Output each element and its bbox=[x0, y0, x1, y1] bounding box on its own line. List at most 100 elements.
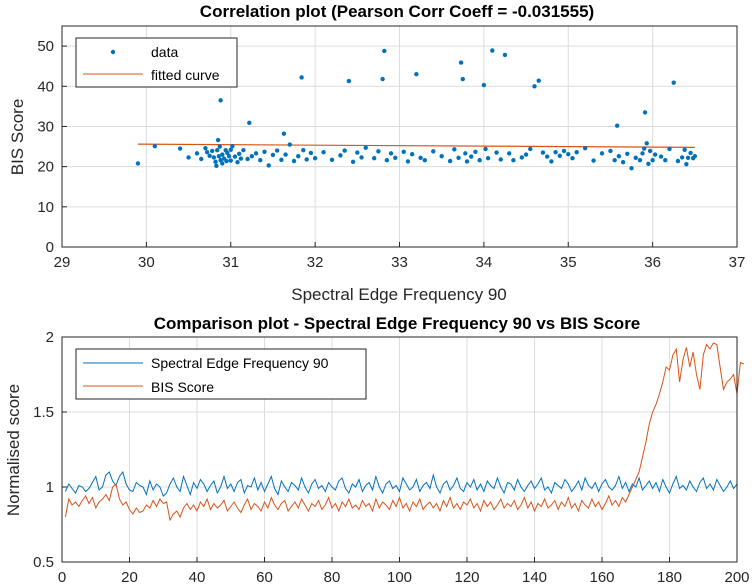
data-point bbox=[528, 146, 533, 152]
data-point bbox=[685, 155, 691, 160]
x-tick-label: 80 bbox=[324, 569, 341, 586]
y-tick-label: 2 bbox=[46, 329, 54, 346]
data-point bbox=[279, 157, 284, 163]
data-point bbox=[625, 151, 630, 156]
chart-title: Comparison plot - Spectral Edge Frequenc… bbox=[154, 314, 641, 333]
data-point bbox=[321, 149, 326, 155]
data-point bbox=[253, 151, 259, 156]
data-point bbox=[644, 141, 649, 146]
y-axis-label: BIS Score bbox=[8, 99, 27, 176]
data-point bbox=[557, 153, 563, 158]
data-point bbox=[350, 159, 356, 165]
x-tick-label: 34 bbox=[476, 254, 493, 271]
data-point bbox=[684, 162, 689, 167]
data-point bbox=[553, 149, 558, 155]
data-point bbox=[418, 155, 423, 160]
data-point bbox=[226, 153, 232, 159]
data-point bbox=[633, 155, 638, 160]
data-point bbox=[281, 131, 287, 136]
data-point bbox=[447, 158, 453, 164]
data-point bbox=[431, 149, 436, 154]
x-tick-label: 200 bbox=[724, 569, 749, 586]
x-tick-label: 36 bbox=[644, 254, 661, 271]
data-point bbox=[308, 150, 314, 156]
data-point bbox=[582, 145, 588, 151]
data-point bbox=[692, 153, 698, 159]
data-point bbox=[422, 158, 428, 163]
data-point bbox=[359, 155, 364, 160]
data-point bbox=[236, 151, 242, 156]
data-point bbox=[304, 157, 309, 162]
data-point bbox=[363, 145, 368, 150]
data-point bbox=[650, 158, 655, 163]
data-point bbox=[376, 149, 381, 154]
data-point bbox=[409, 151, 415, 157]
data-point bbox=[211, 155, 217, 160]
line-series bbox=[64, 342, 745, 522]
data-point bbox=[494, 150, 499, 155]
data-point bbox=[218, 98, 223, 103]
data-point bbox=[204, 149, 210, 155]
legend-label-bis-score: BIS Score bbox=[151, 379, 214, 395]
data-point bbox=[612, 158, 617, 163]
data-point bbox=[608, 148, 613, 154]
data-point bbox=[209, 148, 215, 154]
data-point bbox=[463, 151, 468, 156]
data-point bbox=[439, 153, 444, 159]
x-tick-label: 60 bbox=[256, 569, 273, 586]
y-tick-label: 50 bbox=[37, 38, 54, 55]
legend: Spectral Edge Frequency 90 BIS Score bbox=[75, 348, 367, 400]
data-point bbox=[574, 149, 579, 155]
data-point bbox=[388, 151, 394, 156]
data-point bbox=[570, 155, 575, 161]
data-point bbox=[232, 154, 238, 159]
x-tick-label: 40 bbox=[189, 569, 206, 586]
y-tick-label: 1.5 bbox=[33, 404, 54, 421]
x-tick-labels: 29 30 31 32 33 34 35 36 37 bbox=[54, 254, 746, 271]
data-point bbox=[637, 158, 643, 163]
data-point bbox=[460, 76, 465, 82]
data-point bbox=[215, 147, 220, 153]
data-point bbox=[511, 158, 516, 163]
data-point bbox=[245, 156, 250, 162]
data-point bbox=[224, 158, 229, 164]
legend-box bbox=[75, 348, 367, 400]
data-point bbox=[203, 145, 208, 151]
data-point bbox=[519, 155, 525, 160]
data-point bbox=[599, 151, 605, 156]
y-tick-label: 10 bbox=[37, 199, 54, 216]
data-point bbox=[485, 155, 491, 161]
data-point bbox=[194, 151, 200, 156]
data-point bbox=[270, 152, 276, 158]
data-point bbox=[382, 48, 387, 54]
data-point bbox=[247, 120, 252, 126]
x-tick-label: 180 bbox=[657, 569, 682, 586]
data-point bbox=[682, 147, 687, 152]
x-tick-label: 33 bbox=[391, 254, 408, 271]
axes-box bbox=[61, 336, 738, 563]
legend-label-sef90: Spectral Edge Frequency 90 bbox=[151, 355, 329, 371]
data-point bbox=[301, 147, 306, 153]
data-point bbox=[262, 149, 267, 154]
data-point bbox=[483, 146, 488, 152]
x-tick-label: 120 bbox=[454, 569, 479, 586]
x-tick-label: 160 bbox=[589, 569, 614, 586]
data-point bbox=[549, 159, 554, 164]
data-point bbox=[663, 158, 668, 163]
data-point bbox=[152, 143, 158, 149]
x-tick-labels: 0 20 40 60 80 100 120 140 160 180 200 bbox=[58, 569, 750, 586]
chart-title: Correlation plot (Pearson Corr Coeff = -… bbox=[200, 2, 594, 21]
data-point bbox=[473, 149, 478, 154]
comparison-plot: Comparison plot - Spectral Edge Frequenc… bbox=[4, 314, 750, 586]
data-point bbox=[380, 76, 385, 82]
data-point bbox=[477, 158, 482, 163]
data-point bbox=[241, 147, 246, 153]
data-point bbox=[228, 158, 233, 163]
x-tick-label: 30 bbox=[138, 254, 155, 271]
y-tick-label: 30 bbox=[37, 118, 54, 135]
data-point bbox=[213, 159, 218, 165]
data-point bbox=[544, 154, 550, 159]
data-point bbox=[283, 152, 288, 157]
legend-label-data: data bbox=[151, 44, 178, 60]
